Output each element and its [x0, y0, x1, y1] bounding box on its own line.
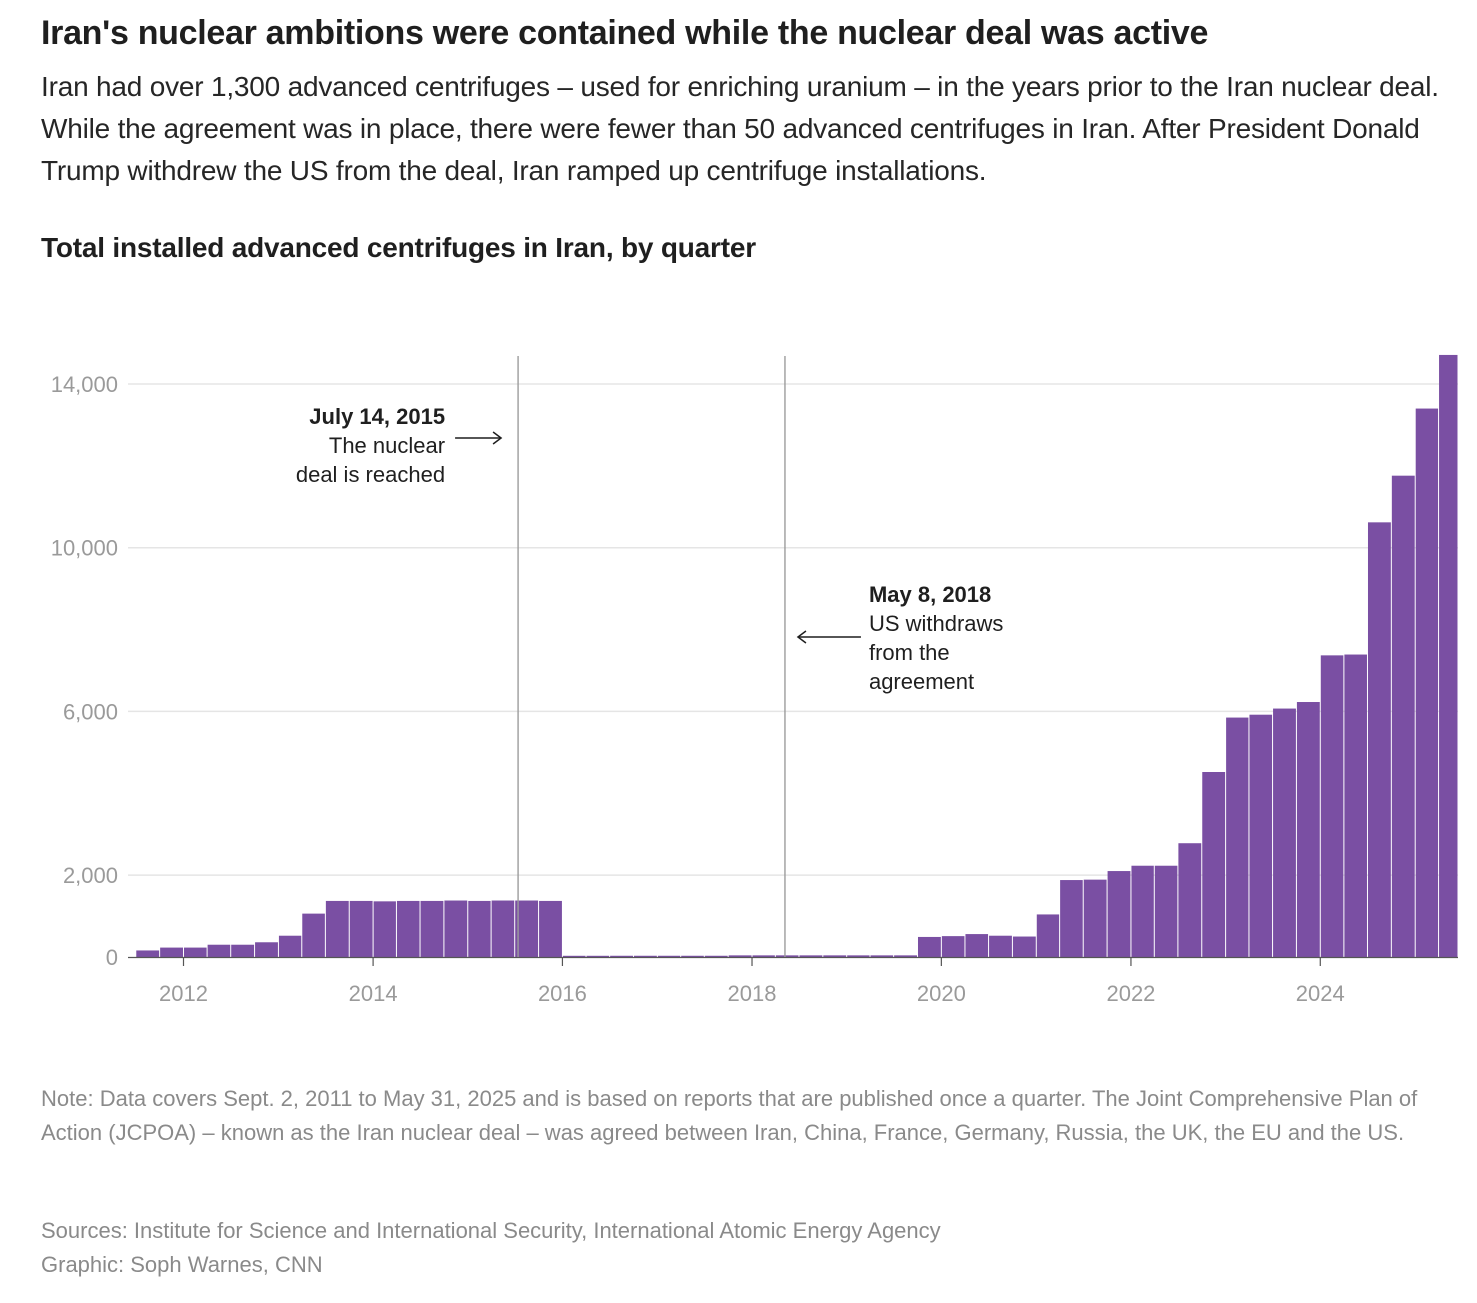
bar-2017-q2: [681, 955, 704, 957]
bar-2018-q4: [823, 955, 847, 957]
bar-2024-q2: [1344, 654, 1367, 957]
bar-2020-q2: [965, 934, 989, 957]
bar-2020-q1: [941, 936, 965, 957]
bar-2015-q3: [515, 900, 539, 957]
bar-2024-q1: [1320, 655, 1344, 957]
bar-2016-q3: [610, 955, 633, 957]
bar-2016-q4: [633, 955, 657, 957]
bars: [136, 354, 1458, 958]
y-tick-label: 2,000: [63, 863, 118, 888]
bar-2012-q4: [255, 942, 278, 957]
bar-2021-q2: [1060, 880, 1083, 957]
y-tick-label: 14,000: [51, 372, 118, 397]
chart-title: Total installed advanced centrifuges in …: [41, 232, 756, 263]
bar-2019-q4: [917, 936, 941, 957]
bar-2020-q4: [1012, 936, 1036, 957]
bar-2019-q3: [894, 955, 917, 957]
bar-2025-q1: [1415, 408, 1439, 957]
annotation-text-withdrawal: agreement: [869, 669, 974, 694]
bar-2023-q2: [1249, 714, 1273, 957]
bar-2017-q1: [657, 955, 681, 957]
bar-2013-q4: [349, 900, 373, 957]
chart-note: Note: Data covers Sept. 2, 2011 to May 3…: [41, 1086, 1418, 1145]
annotation-text-deal: The nuclear: [329, 433, 445, 458]
axes: 0 2,000 6,000 10,000 14,000 2012 2014 2016 2018 2…: [51, 372, 1458, 1006]
y-tick-label: 6,000: [63, 699, 118, 724]
bar-2018-q2: [775, 955, 799, 957]
x-tick-label: 2014: [349, 981, 398, 1006]
bar-2024-q4: [1391, 475, 1415, 957]
bar-2018-q3: [799, 955, 823, 957]
bar-2017-q3: [704, 955, 728, 957]
bar-2022-q2: [1154, 865, 1178, 957]
annotation-date-deal: July 14, 2015: [309, 404, 445, 429]
arrow-right-head-icon: [492, 431, 503, 445]
bar-2016-q1: [562, 955, 586, 957]
bar-2014-q1: [373, 901, 396, 957]
bar-2024-q3: [1367, 522, 1391, 957]
bar-2013-q3: [325, 900, 349, 957]
annotation-text-deal: deal is reached: [296, 462, 445, 487]
x-tick-label: 2022: [1106, 981, 1155, 1006]
y-tick-label: 0: [106, 945, 118, 970]
annotation-text-withdrawal: US withdraws: [869, 611, 1003, 636]
dek: Iran had over 1,300 advanced centrifuges…: [41, 71, 1439, 186]
bar-2014-q4: [444, 900, 468, 957]
y-tick-label: 10,000: [51, 536, 118, 561]
bar-2018-q1: [752, 955, 775, 957]
annotations: July 14, 2015 The nuclear deal is reached M…: [296, 356, 1003, 957]
bar-2011-q4: [160, 947, 184, 957]
bar-2021-q1: [1036, 914, 1060, 957]
bar-2019-q2: [870, 955, 894, 957]
bar-2017-q4: [728, 955, 752, 957]
chart-sources: Sources: Institute for Science and Inter…: [41, 1218, 941, 1243]
centrifuge-bar-chart: 0 2,000 6,000 10,000 14,000 2012 2014 2016 2018 2…: [51, 354, 1458, 1006]
bar-2012-q2: [207, 944, 231, 957]
bar-2025-q2: [1439, 354, 1458, 958]
x-tick-label: 2024: [1296, 981, 1345, 1006]
bar-2023-q1: [1226, 717, 1249, 957]
x-tick-label: 2016: [538, 981, 587, 1006]
bar-2015-q2: [491, 900, 515, 957]
bar-2021-q4: [1107, 871, 1131, 957]
bar-2021-q3: [1083, 879, 1107, 957]
bar-2014-q2: [396, 900, 420, 957]
bar-2016-q2: [586, 955, 610, 957]
arrow-left-head-icon: [796, 630, 807, 644]
annotation-date-withdrawal: May 8, 2018: [869, 582, 991, 607]
bar-2019-q1: [847, 955, 870, 957]
bar-2012-q1: [184, 947, 207, 957]
bar-2022-q1: [1131, 865, 1154, 957]
bar-2015-q4: [539, 900, 562, 957]
x-tick-label: 2012: [159, 981, 208, 1006]
bar-2023-q3: [1273, 708, 1296, 957]
bar-2013-q2: [302, 913, 325, 957]
bar-2013-q1: [278, 935, 302, 957]
x-tick-label: 2020: [917, 981, 966, 1006]
bar-2023-q4: [1296, 702, 1320, 957]
chart-credit: Graphic: Soph Warnes, CNN: [41, 1252, 323, 1277]
bar-2015-q1: [468, 900, 491, 957]
bar-2022-q4: [1202, 772, 1226, 957]
bar-2020-q3: [989, 935, 1012, 957]
annotation-text-withdrawal: from the: [869, 640, 950, 665]
bar-2012-q3: [231, 944, 255, 957]
bar-2011-q3: [136, 950, 160, 957]
bar-2014-q3: [420, 900, 444, 957]
bar-2022-q3: [1178, 843, 1202, 957]
x-tick-label: 2018: [728, 981, 777, 1006]
headline: Iran's nuclear ambitions were contained …: [41, 14, 1209, 52]
